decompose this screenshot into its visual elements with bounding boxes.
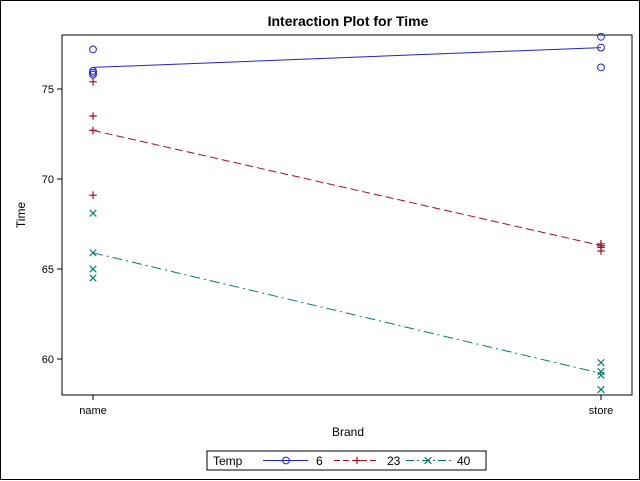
- y-axis-label: Time: [14, 202, 28, 229]
- data-point-6: [597, 63, 605, 72]
- data-point-6: [597, 43, 605, 52]
- y-tick-label: 60: [42, 354, 54, 366]
- data-point-6: [597, 32, 605, 41]
- x-axis: name store: [79, 395, 613, 417]
- x-tick-label: name: [79, 405, 107, 417]
- legend-marker-40: [424, 456, 432, 465]
- data-point-23: [597, 247, 605, 255]
- data-point-23: [89, 78, 97, 86]
- chart-title: Interaction Plot for Time: [268, 13, 429, 29]
- data-point-40: [597, 358, 605, 367]
- series-line-40: [92, 252, 602, 374]
- y-axis: 60 65 70 75: [42, 84, 62, 366]
- legend-label-23: 23: [387, 454, 401, 468]
- data-point-40: [597, 385, 605, 394]
- data-point-23: [89, 112, 97, 120]
- data-point-23: [89, 191, 97, 199]
- y-tick-label: 65: [42, 264, 54, 276]
- legend-items: 6 23 40: [263, 454, 471, 468]
- data-point-23: [89, 126, 97, 135]
- data-point-40: [89, 265, 97, 273]
- legend-marker-6: [282, 456, 290, 465]
- y-tick-label: 70: [42, 174, 54, 186]
- data-point-40: [89, 249, 97, 257]
- data-point-40: [597, 367, 605, 376]
- data-point-40: [89, 274, 97, 282]
- series-layer: [89, 32, 605, 394]
- y-tick-label: 75: [42, 84, 54, 96]
- x-tick-label: store: [589, 405, 613, 417]
- legend: Temp 6 23 40: [206, 450, 487, 471]
- legend-label-6: 6: [316, 454, 323, 468]
- legend-marker-23: [353, 456, 361, 465]
- data-point-40: [597, 371, 605, 379]
- legend-title: Temp: [213, 454, 243, 468]
- data-point-40: [89, 209, 97, 217]
- x-axis-label: Brand: [332, 425, 364, 439]
- legend-label-40: 40: [457, 454, 471, 468]
- series-line-23: [92, 129, 602, 247]
- series-line-6: [92, 47, 602, 68]
- plot-area: [61, 34, 633, 396]
- data-point-6: [89, 45, 97, 54]
